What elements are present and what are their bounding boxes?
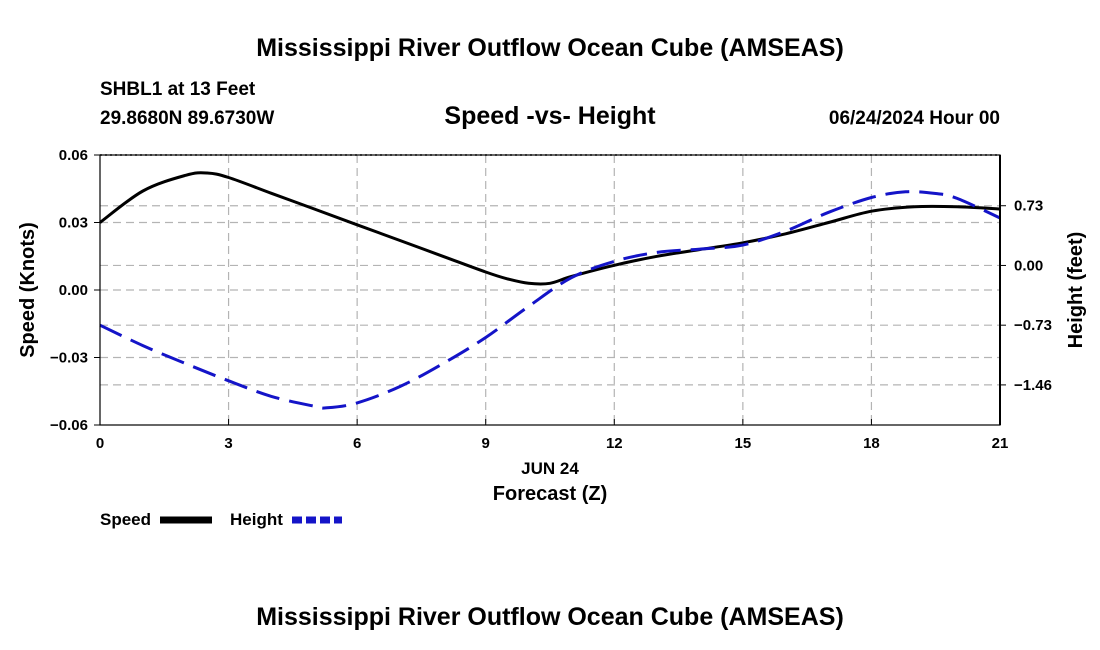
y-axis-right-label: Height (feet) [1065, 232, 1087, 349]
main-title: Mississippi River Outflow Ocean Cube (AM… [256, 34, 844, 62]
y-left-tick-label: 0.03 [59, 215, 88, 232]
x-tick-label: 9 [482, 435, 490, 452]
x-axis-label: Forecast (Z) [493, 483, 607, 505]
date-label: 06/24/2024 Hour 00 [829, 108, 1000, 129]
legend-speed-label: Speed [100, 510, 151, 529]
x-tick-label: 12 [606, 435, 623, 452]
y-right-tick-label: −1.46 [1014, 377, 1052, 394]
series-layer [99, 171, 1001, 410]
y-axis-left-label: Speed (Knots) [17, 222, 39, 358]
y-left-tick-label: −0.06 [50, 417, 88, 434]
x-tick-label: 3 [224, 435, 232, 452]
y-left-tick-label: 0.00 [59, 282, 88, 299]
height-series-line [99, 190, 1001, 410]
legend-height-label: Height [230, 510, 283, 529]
y-right-tick-label: 0.00 [1014, 257, 1043, 274]
speed-series-line [99, 171, 1001, 286]
x-tick-label: 18 [863, 435, 880, 452]
y-right-tick-label: 0.73 [1014, 198, 1043, 215]
y-left-tick-label: 0.06 [59, 147, 88, 164]
x-tick-label: 6 [353, 435, 361, 452]
x-tick-label: 15 [735, 435, 752, 452]
x-tick-label: 0 [96, 435, 104, 452]
x-tick-label: 21 [992, 435, 1009, 452]
grid-lines [100, 155, 1000, 425]
plot-title: Speed -vs- Height [444, 102, 656, 130]
y-left-tick-label: −0.03 [50, 350, 88, 367]
y-right-tick-label: −0.73 [1014, 317, 1052, 334]
axis-ticks: 0 3 6 9 12 15 18 21 0.06 0.03 0.00 −0.03 −0.06 0.73 0.… [50, 147, 1052, 452]
station-label: SHBL1 at 13 Feet [100, 79, 256, 100]
x-date-label: JUN 24 [521, 459, 579, 478]
legend: Speed Height [100, 510, 342, 529]
footer-title: Mississippi River Outflow Ocean Cube (AM… [256, 603, 844, 631]
coordinates-label: 29.8680N 89.6730W [100, 108, 274, 129]
